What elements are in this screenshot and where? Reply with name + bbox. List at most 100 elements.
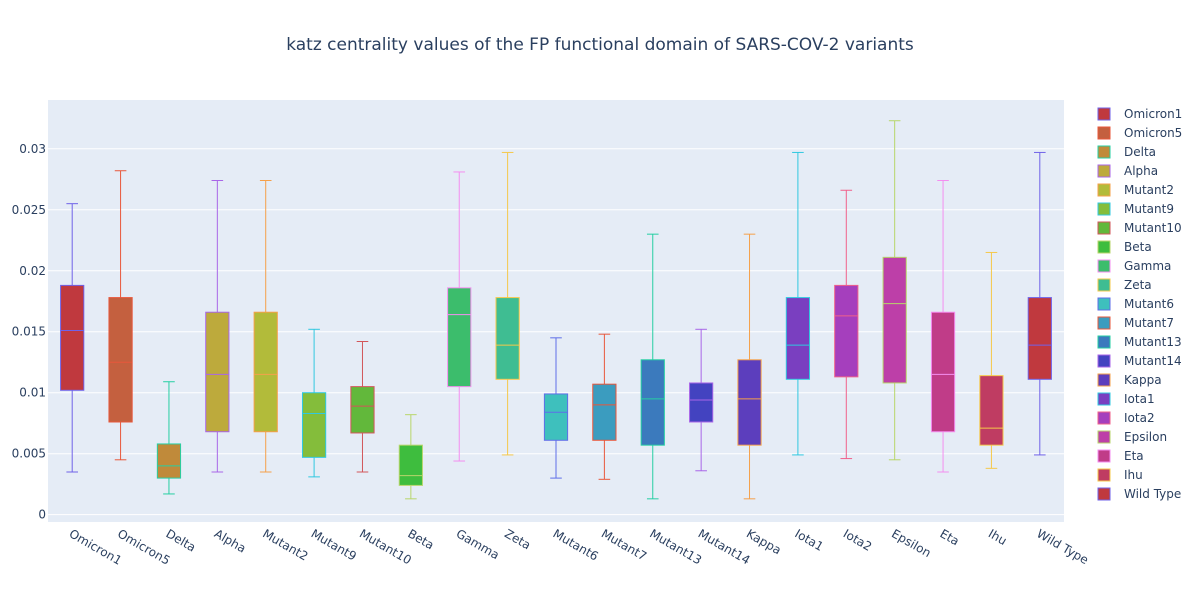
legend-swatch: [1097, 183, 1111, 197]
legend-label: Mutant6: [1124, 297, 1174, 311]
iqr-box: [689, 382, 714, 423]
box-mutant9[interactable]: [301, 328, 327, 478]
legend-item-zeta[interactable]: Zeta: [1097, 278, 1152, 292]
box-mutant13[interactable]: [640, 233, 665, 500]
legend-label: Gamma: [1124, 259, 1171, 273]
legend-swatch: [1097, 202, 1111, 216]
iqr-box: [592, 383, 617, 441]
legend-item-iota1[interactable]: Iota1: [1097, 392, 1155, 406]
box-epsilon[interactable]: [882, 120, 907, 461]
legend-swatch: [1097, 297, 1111, 311]
iqr-box: [930, 311, 956, 433]
iqr-box: [253, 311, 278, 433]
legend-label: Wild Type: [1124, 487, 1181, 501]
legend-label: Delta: [1124, 145, 1156, 159]
box-mutant7[interactable]: [592, 333, 617, 480]
box-iota2[interactable]: [834, 189, 859, 460]
iqr-box: [882, 256, 907, 384]
legend-item-iota2[interactable]: Iota2: [1097, 411, 1155, 425]
iqr-box: [205, 311, 230, 433]
legend-item-mutant2[interactable]: Mutant2: [1097, 183, 1174, 197]
legend-item-mutant14[interactable]: Mutant14: [1097, 354, 1182, 368]
iqr-box: [301, 392, 327, 458]
legend-label: Ihu: [1124, 468, 1143, 482]
y-tick-label: 0.03: [19, 142, 46, 156]
box-omicron5[interactable]: [108, 170, 133, 461]
iqr-box: [495, 297, 520, 380]
box-mutant6[interactable]: [543, 337, 569, 479]
box-wild-type[interactable]: [1027, 151, 1052, 456]
chart-title: katz centrality values of the FP functio…: [286, 35, 914, 55]
legend-item-omicron5[interactable]: Omicron5: [1097, 126, 1182, 140]
iqr-box: [543, 393, 569, 441]
legend-label: Eta: [1124, 449, 1144, 463]
plot-area: 00.0050.010.0150.020.0250.03Omicron1Omic…: [12, 100, 1091, 568]
legend-label: Mutant7: [1124, 316, 1174, 330]
iqr-box: [1027, 297, 1052, 380]
box-beta[interactable]: [398, 414, 423, 500]
legend-item-ihu[interactable]: Ihu: [1097, 468, 1143, 482]
legend-swatch: [1097, 354, 1111, 368]
box-eta[interactable]: [930, 179, 956, 473]
box-mutant2[interactable]: [253, 179, 278, 473]
box-mutant14[interactable]: [689, 328, 714, 472]
legend-item-epsilon[interactable]: Epsilon: [1097, 430, 1167, 444]
box-ihu[interactable]: [979, 251, 1004, 469]
legend-swatch: [1097, 164, 1111, 178]
legend-item-omicron1[interactable]: Omicron1: [1097, 107, 1182, 121]
legend-swatch: [1097, 145, 1111, 159]
y-tick-label: 0.005: [12, 447, 46, 461]
box-gamma[interactable]: [447, 171, 472, 462]
legend-label: Omicron1: [1124, 107, 1182, 121]
box-iota1[interactable]: [785, 151, 811, 456]
legend-swatch: [1097, 221, 1111, 235]
legend-swatch: [1097, 335, 1111, 349]
legend-item-mutant6[interactable]: Mutant6: [1097, 297, 1174, 311]
legend-swatch: [1097, 487, 1111, 501]
iqr-box: [640, 359, 665, 446]
box-delta[interactable]: [156, 381, 182, 495]
legend-swatch: [1097, 468, 1111, 482]
legend-label: Iota1: [1124, 392, 1155, 406]
legend-label: Iota2: [1124, 411, 1155, 425]
legend[interactable]: Omicron1 Omicron5 Delta Alpha Mutant2 Mutant9…: [1097, 107, 1182, 501]
legend-item-beta[interactable]: Beta: [1097, 240, 1152, 254]
legend-item-gamma[interactable]: Gamma: [1097, 259, 1171, 273]
legend-swatch: [1097, 411, 1111, 425]
legend-label: Mutant9: [1124, 202, 1174, 216]
iqr-box: [60, 284, 85, 391]
iqr-box: [447, 287, 472, 388]
legend-label: Kappa: [1124, 373, 1162, 387]
legend-item-mutant10[interactable]: Mutant10: [1097, 221, 1182, 235]
legend-item-mutant9[interactable]: Mutant9: [1097, 202, 1174, 216]
legend-swatch: [1097, 240, 1111, 254]
box-alpha[interactable]: [205, 179, 230, 473]
iqr-box: [108, 297, 133, 423]
legend-swatch: [1097, 449, 1111, 463]
legend-swatch: [1097, 126, 1111, 140]
legend-label: Beta: [1124, 240, 1152, 254]
legend-item-delta[interactable]: Delta: [1097, 145, 1156, 159]
legend-label: Zeta: [1124, 278, 1152, 292]
legend-swatch: [1097, 373, 1111, 387]
box-mutant10[interactable]: [350, 340, 375, 473]
legend-label: Omicron5: [1124, 126, 1182, 140]
box-kappa[interactable]: [737, 233, 762, 500]
box-omicron1[interactable]: [60, 203, 85, 473]
y-tick-label: 0: [38, 508, 46, 522]
legend-item-mutant13[interactable]: Mutant13: [1097, 335, 1182, 349]
box-zeta[interactable]: [495, 151, 520, 456]
legend-swatch: [1097, 278, 1111, 292]
legend-item-eta[interactable]: Eta: [1097, 449, 1144, 463]
legend-item-mutant7[interactable]: Mutant7: [1097, 316, 1174, 330]
y-tick-label: 0.025: [12, 203, 46, 217]
legend-swatch: [1097, 392, 1111, 406]
y-tick-label: 0.015: [12, 325, 46, 339]
legend-item-kappa[interactable]: Kappa: [1097, 373, 1162, 387]
legend-item-alpha[interactable]: Alpha: [1097, 164, 1158, 178]
legend-item-wild-type[interactable]: Wild Type: [1097, 487, 1181, 501]
iqr-box: [979, 375, 1004, 446]
iqr-box: [350, 386, 375, 434]
